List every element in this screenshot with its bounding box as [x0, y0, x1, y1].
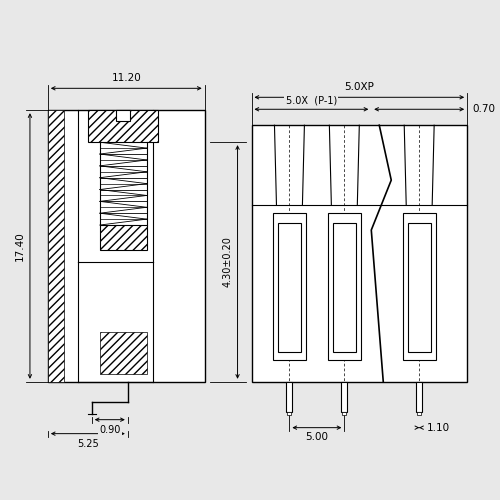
Bar: [278, 223, 301, 352]
Bar: [116, 110, 130, 121]
Bar: [48, 110, 204, 382]
Text: 11.20: 11.20: [112, 74, 141, 84]
Text: 0.90: 0.90: [99, 424, 120, 434]
Text: 0.70: 0.70: [472, 104, 495, 115]
Bar: [417, 412, 421, 414]
Bar: [252, 125, 467, 382]
Text: 5.00: 5.00: [306, 432, 328, 442]
Text: 5.0X  (P-1): 5.0X (P-1): [286, 96, 337, 106]
Bar: [342, 382, 347, 412]
Text: 4.30±0.20: 4.30±0.20: [222, 236, 232, 288]
Bar: [100, 332, 146, 374]
Bar: [328, 213, 362, 360]
Bar: [408, 223, 431, 352]
Bar: [416, 382, 422, 412]
Bar: [48, 110, 64, 382]
Bar: [403, 213, 436, 360]
Polygon shape: [152, 262, 204, 382]
Polygon shape: [152, 110, 204, 262]
Bar: [342, 412, 346, 414]
Bar: [286, 382, 292, 412]
Bar: [334, 223, 356, 352]
Text: 5.0XP: 5.0XP: [344, 82, 374, 92]
Bar: [88, 110, 158, 142]
Bar: [100, 225, 146, 250]
Bar: [274, 213, 306, 360]
Text: 5.25: 5.25: [77, 438, 98, 448]
Text: 17.40: 17.40: [15, 231, 25, 261]
Text: 1.10: 1.10: [427, 422, 450, 432]
Bar: [288, 412, 292, 414]
